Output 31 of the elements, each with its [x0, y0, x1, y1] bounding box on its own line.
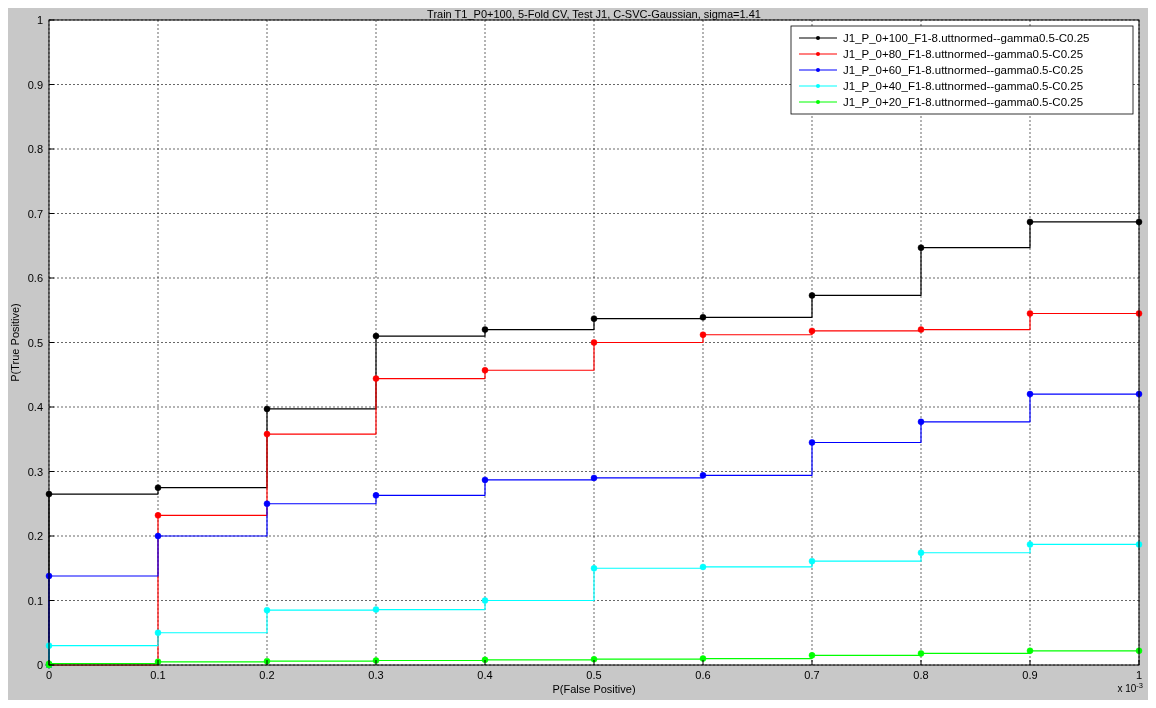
- y-tick-label: 0.8: [27, 143, 43, 155]
- y-tick-label: 0.5: [27, 336, 43, 349]
- x-tick-label: 0.6: [695, 669, 711, 681]
- x-tick-label: 0.5: [586, 669, 602, 681]
- y-tick-label: 0.6: [27, 272, 43, 284]
- text: x 10$^{-3}$: [1117, 680, 1143, 694]
- y-tick-label: 0.7: [27, 207, 43, 220]
- y-tick-label: 0.4: [27, 401, 43, 413]
- x-tick-label: 0.1: [150, 669, 166, 681]
- y-tick-label: 1: [36, 14, 43, 26]
- legend-label: J1_P_0+80_F1-8.uttnormed--gamma0.5-C0.25: [843, 48, 1084, 60]
- x-tick-label: 0.9: [1022, 669, 1038, 681]
- x-axis-title: P(False Positive): [552, 683, 636, 695]
- y-tick-label: 0.9: [27, 78, 43, 91]
- x-tick-label: 0.7: [804, 669, 820, 681]
- y-tick-label: 0: [36, 659, 43, 671]
- x-tick-label: 0: [45, 669, 53, 681]
- legend-label: J1_P_0+60_F1-8.uttnormed--gamma0.5-C0.25: [843, 64, 1084, 76]
- legend-label: J1_P_0+20_F1-8.uttnormed--gamma0.5-C0.25: [843, 96, 1084, 108]
- y-axis-title: P(True Positive): [9, 303, 21, 382]
- legend-label: J1_P_0+100_F1-8.uttnormed--gamma0.5-C0.25: [843, 32, 1090, 44]
- chart-title: Train T1_P0+100, 5-Fold CV, Test J1, C-SVC-Gaussian, sigma=1.41: [427, 8, 761, 20]
- x-tick-label: 1: [1135, 669, 1143, 681]
- legend-label: J1_P_0+40_F1-8.uttnormed--gamma0.5-C0.25: [843, 80, 1084, 92]
- x-tick-label: 0.2: [259, 669, 275, 681]
- x-tick-label: 0.3: [368, 669, 384, 681]
- y-tick-label: 0.3: [27, 465, 43, 478]
- y-tick-label: 0.1: [27, 594, 43, 607]
- x-tick-label: 0.8: [913, 669, 929, 681]
- y-tick-label: 0.2: [27, 530, 43, 542]
- x-tick-label: 0.4: [477, 669, 493, 681]
